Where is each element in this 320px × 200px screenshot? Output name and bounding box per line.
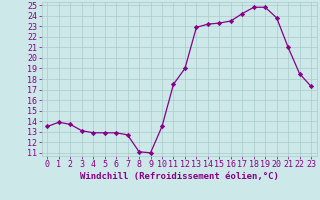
X-axis label: Windchill (Refroidissement éolien,°C): Windchill (Refroidissement éolien,°C): [80, 172, 279, 181]
